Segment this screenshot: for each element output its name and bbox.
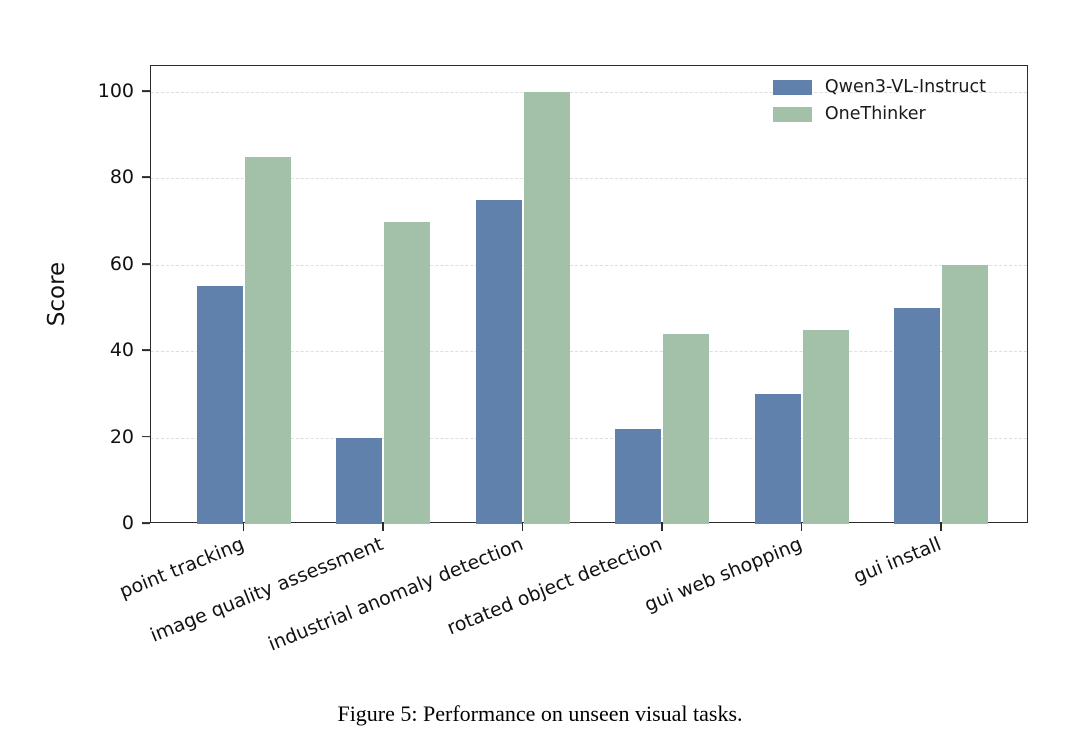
- legend-label-qwen3-vl-instruct: Qwen3-VL-Instruct: [824, 77, 986, 97]
- bar-onethinker-industrial-anomaly-detection: [523, 91, 570, 524]
- y-tick-label-100: 100: [97, 79, 134, 102]
- bar-qwen3-vl-instruct-point-tracking: [196, 286, 243, 524]
- bar-qwen3-vl-instruct-image-quality-assessment: [336, 437, 382, 524]
- bar-onethinker-gui-install: [942, 264, 988, 524]
- y-tick-mark-80: [142, 176, 150, 179]
- x-tick-label-text: image quality assessment: [147, 533, 387, 647]
- plot-area: [150, 65, 1028, 524]
- x-tick-mark-image-quality-assessment: [382, 523, 384, 531]
- y-tick-mark-40: [142, 349, 150, 352]
- y-tick-mark-0: [142, 522, 150, 524]
- gridline-80: [151, 178, 1027, 180]
- x-tick-mark-point-tracking: [242, 523, 245, 531]
- gridline-40: [151, 351, 1027, 353]
- gridline-60: [151, 264, 1027, 266]
- x-tick-label-text: gui install: [850, 533, 945, 588]
- x-tick-mark-gui-web-shopping: [800, 523, 803, 531]
- bar-onethinker-gui-web-shopping: [802, 329, 849, 524]
- x-tick-mark-gui-install: [940, 523, 942, 531]
- bar-qwen3-vl-instruct-industrial-anomaly-detection: [475, 199, 522, 524]
- y-tick-label-60: 60: [109, 252, 134, 275]
- y-tick-label-0: 0: [121, 512, 134, 534]
- legend-swatch-onethinker: [772, 106, 812, 122]
- legend-entry-qwen3-vl-instruct: Qwen3-VL-Instruct: [772, 77, 986, 97]
- legend-swatch-qwen3-vl-instruct: [772, 80, 812, 96]
- bar-qwen3-vl-instruct-rotated-object-detection: [615, 428, 661, 524]
- y-tick-label-20: 20: [109, 425, 134, 448]
- y-tick-label-40: 40: [109, 339, 134, 362]
- gridline-20: [151, 437, 1027, 439]
- legend: Qwen3-VL-Instruct OneThinker: [772, 77, 986, 124]
- legend-entry-onethinker: OneThinker: [772, 103, 986, 124]
- bar-onethinker-rotated-object-detection: [663, 333, 709, 524]
- figure-caption: Figure 5: Performance on unseen visual t…: [337, 701, 743, 726]
- x-tick-label-text: gui web shopping: [640, 533, 805, 617]
- bar-qwen3-vl-instruct-gui-web-shopping: [754, 394, 801, 524]
- bar-onethinker-point-tracking: [244, 156, 291, 524]
- y-axis-label-text: Score: [44, 261, 70, 327]
- y-tick-mark-60: [142, 262, 150, 265]
- y-tick-mark-100: [142, 90, 150, 92]
- bar-qwen3-vl-instruct-gui-install: [894, 307, 940, 524]
- y-tick-mark-20: [142, 435, 150, 438]
- x-tick-mark-industrial-anomaly-detection: [521, 523, 524, 531]
- x-tick-label-text: industrial anomaly detection: [264, 533, 526, 656]
- gridline-100: [151, 91, 1027, 93]
- legend-label-onethinker: OneThinker: [824, 103, 926, 124]
- y-tick-label-80: 80: [109, 166, 134, 189]
- x-tick-mark-rotated-object-detection: [661, 523, 663, 531]
- bar-onethinker-image-quality-assessment: [384, 221, 430, 524]
- x-tick-label-text: point tracking: [115, 533, 247, 603]
